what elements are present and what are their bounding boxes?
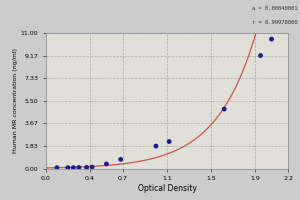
Point [104,162,109,166]
Point [76,166,81,169]
Point [65,166,70,169]
Text: a = 0.00040001: a = 0.00040001 [251,6,297,11]
Point [154,144,158,148]
Point [269,38,274,41]
Text: r = 0.99978860: r = 0.99978860 [251,20,297,25]
Point [84,166,89,169]
Point [90,165,94,169]
Point [118,158,123,161]
Y-axis label: Human MR concentration (ng/ml): Human MR concentration (ng/ml) [13,48,18,153]
Point [258,54,263,57]
Point [167,140,172,143]
X-axis label: Optical Density: Optical Density [137,184,196,193]
Point [222,107,226,111]
Point [71,166,76,169]
Point [55,166,59,169]
